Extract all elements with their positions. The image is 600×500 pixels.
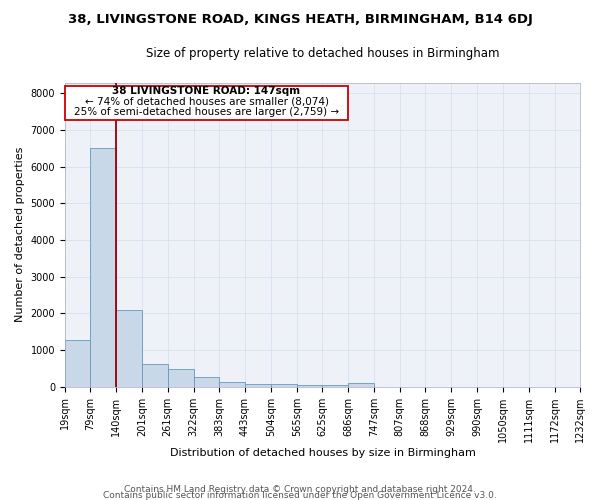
X-axis label: Distribution of detached houses by size in Birmingham: Distribution of detached houses by size … [170,448,475,458]
Bar [167,369,194,386]
Text: ← 74% of detached houses are smaller (8,074): ← 74% of detached houses are smaller (8,… [85,96,329,106]
Bar [297,385,322,386]
Bar [245,384,271,386]
Bar [194,377,220,386]
Bar [348,384,374,386]
Bar [65,340,91,386]
Bar [322,385,348,386]
Text: Contains HM Land Registry data © Crown copyright and database right 2024.: Contains HM Land Registry data © Crown c… [124,484,476,494]
Text: 25% of semi-detached houses are larger (2,759) →: 25% of semi-detached houses are larger (… [74,106,339,117]
Bar [65,86,348,120]
Bar [142,364,167,386]
Bar [91,148,116,386]
Bar [271,384,297,386]
Title: Size of property relative to detached houses in Birmingham: Size of property relative to detached ho… [146,48,499,60]
Text: Contains public sector information licensed under the Open Government Licence v3: Contains public sector information licen… [103,490,497,500]
Text: 38 LIVINGSTONE ROAD: 147sqm: 38 LIVINGSTONE ROAD: 147sqm [112,86,301,97]
Y-axis label: Number of detached properties: Number of detached properties [15,147,25,322]
Text: 38, LIVINGSTONE ROAD, KINGS HEATH, BIRMINGHAM, B14 6DJ: 38, LIVINGSTONE ROAD, KINGS HEATH, BIRMI… [68,12,532,26]
Bar [116,310,142,386]
Bar [220,382,245,386]
